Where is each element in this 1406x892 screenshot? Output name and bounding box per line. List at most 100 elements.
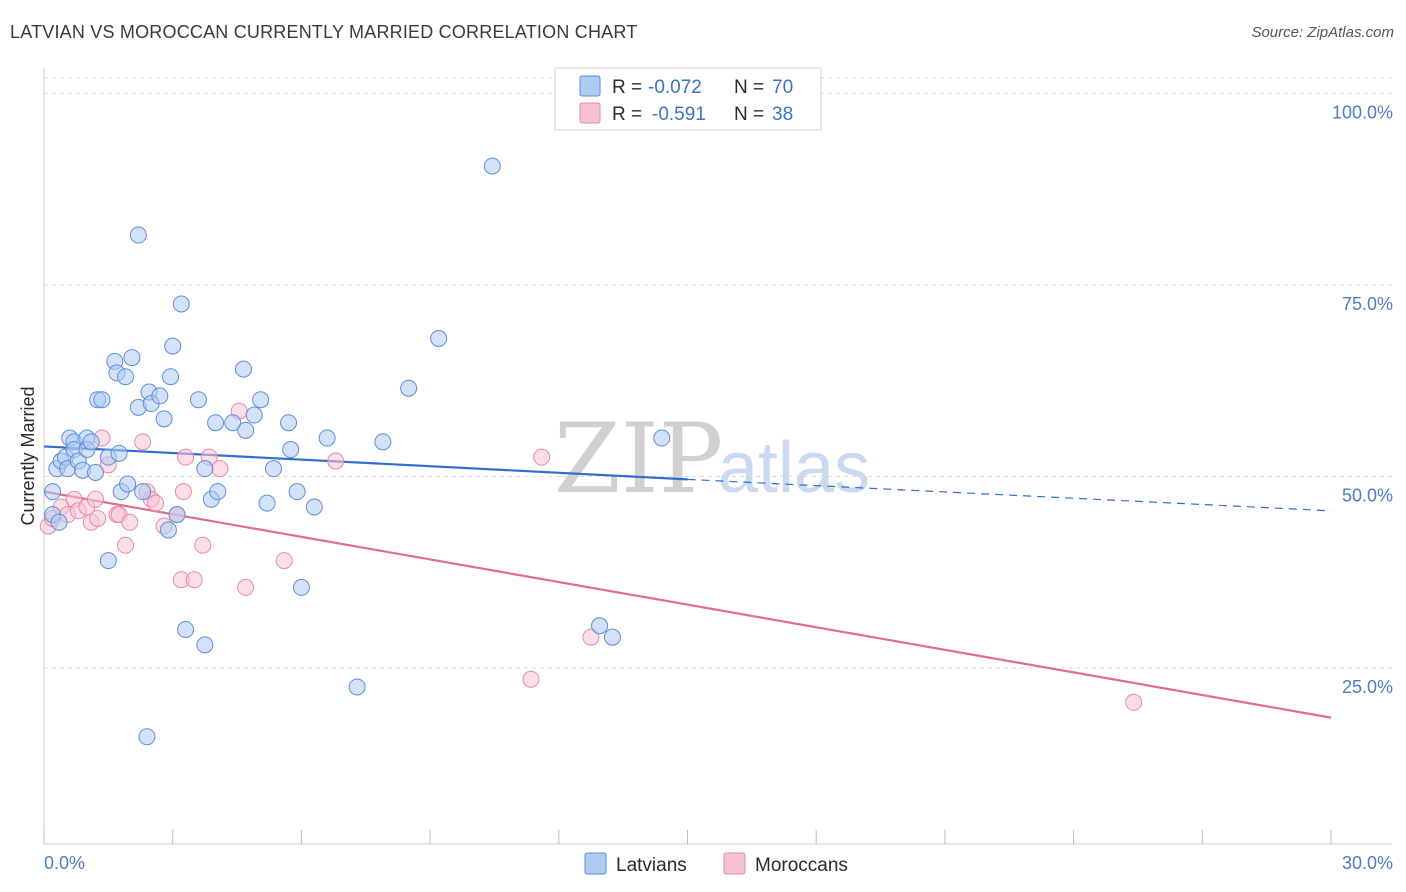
- chart-title: LATVIAN VS MOROCCAN CURRENTLY MARRIED CO…: [10, 22, 638, 42]
- latvian-point: [155, 410, 173, 428]
- moroccan-point: [522, 670, 540, 688]
- latvian-point: [252, 391, 270, 409]
- moroccan-point: [275, 552, 293, 570]
- y-tick-labels: 25.0% 50.0% 75.0% 100.0%: [1332, 102, 1393, 697]
- latvian-point: [224, 414, 242, 432]
- moroccan-point: [194, 536, 212, 554]
- watermark-zip: ZIP: [554, 403, 723, 515]
- latvian-point: [119, 475, 137, 493]
- latvian-point: [159, 521, 177, 539]
- legend-moroccans-swatch: [723, 852, 746, 875]
- latvian-point: [86, 463, 104, 481]
- moroccan-r-label: R =: [612, 104, 642, 125]
- latvian-point: [245, 406, 263, 424]
- moroccan-trend: [43, 490, 1332, 719]
- latvian-swatch: [579, 75, 601, 97]
- latvian-r-label: R =: [612, 77, 642, 98]
- latvian-point: [93, 391, 111, 409]
- latvian-point: [400, 379, 418, 397]
- chart-source: Source: ZipAtlas.com: [1251, 24, 1394, 41]
- legend-latvians-swatch: [584, 852, 607, 875]
- latvian-point: [207, 414, 225, 432]
- latvian-point: [280, 414, 298, 432]
- y-tick-label: 75.0%: [1342, 294, 1393, 314]
- latvian-point: [134, 483, 152, 501]
- x-tick-label-min: 0.0%: [44, 853, 85, 873]
- legend-latvians-label: Latvians: [616, 855, 687, 876]
- latvian-point: [591, 617, 609, 635]
- watermark-atlas: atlas: [718, 428, 870, 508]
- moroccan-point: [582, 628, 600, 646]
- axes: [43, 68, 1392, 845]
- latvian-point: [177, 621, 195, 639]
- latvian-point: [123, 349, 141, 367]
- moroccan-point: [89, 509, 107, 527]
- legend-moroccans-label: Moroccans: [755, 855, 848, 876]
- latvian-r-value: -0.072: [648, 77, 702, 98]
- x-tick-label-max: 30.0%: [1342, 853, 1393, 873]
- latvian-point: [265, 460, 283, 478]
- latvian-point: [292, 578, 310, 596]
- moroccan-n-value: 38: [772, 104, 793, 125]
- moroccan-point: [237, 578, 255, 596]
- latvian-point: [189, 391, 207, 409]
- series-moroccans: [39, 402, 1143, 711]
- latvian-point: [117, 368, 135, 386]
- latvian-point: [603, 628, 621, 646]
- latvian-point: [172, 295, 190, 313]
- moroccan-point: [185, 571, 203, 589]
- latvian-point: [282, 441, 300, 459]
- latvian-point: [288, 483, 306, 501]
- latvian-point: [151, 387, 169, 405]
- latvian-point: [138, 728, 156, 746]
- moroccan-point: [117, 536, 135, 554]
- moroccan-point: [147, 494, 165, 512]
- latvian-point: [196, 460, 214, 478]
- latvian-point: [653, 429, 671, 447]
- stats-legend: R = -0.072 N = 70 R = -0.591 N = 38: [554, 67, 822, 131]
- latvian-trend-dashed: [687, 478, 1332, 512]
- latvian-trend-solid: [43, 445, 688, 481]
- moroccan-swatch: [579, 102, 601, 124]
- y-tick-label: 50.0%: [1342, 485, 1393, 505]
- x-tick-labels: 0.0% 30.0%: [44, 853, 1393, 873]
- latvian-point: [168, 506, 186, 524]
- latvian-point: [483, 157, 501, 175]
- latvian-point: [209, 483, 227, 501]
- moroccan-point: [134, 433, 152, 451]
- series-legend: Latvians Moroccans: [584, 852, 848, 876]
- moroccan-point: [211, 460, 229, 478]
- moroccan-point: [174, 483, 192, 501]
- moroccan-point: [86, 490, 104, 508]
- latvian-point: [430, 329, 448, 347]
- y-axis-title: Currently Married: [18, 386, 38, 525]
- latvian-point: [305, 498, 323, 516]
- latvian-point: [50, 513, 68, 531]
- latvian-point: [374, 433, 392, 451]
- latvian-point: [318, 429, 336, 447]
- latvian-point: [162, 368, 180, 386]
- latvian-point: [348, 678, 366, 696]
- latvian-point: [44, 483, 62, 501]
- latvian-point: [129, 226, 147, 244]
- latvian-point: [82, 433, 100, 451]
- moroccan-point: [327, 452, 345, 470]
- latvian-point: [164, 337, 182, 355]
- moroccan-point: [177, 448, 195, 466]
- moroccan-point: [121, 513, 139, 531]
- moroccan-r-value: -0.591: [652, 104, 706, 125]
- moroccan-point: [1125, 693, 1143, 711]
- latvian-point: [237, 421, 255, 439]
- latvian-n-value: 70: [772, 77, 793, 98]
- series-latvians: [44, 157, 671, 746]
- latvian-point: [258, 494, 276, 512]
- y-tick-label: 25.0%: [1342, 677, 1393, 697]
- latvian-point: [110, 444, 128, 462]
- trend-lines: [43, 445, 1332, 719]
- latvian-point: [196, 636, 214, 654]
- latvian-n-label: N =: [734, 77, 764, 98]
- latvian-point: [99, 552, 117, 570]
- y-tick-label: 100.0%: [1332, 102, 1393, 122]
- moroccan-point: [533, 448, 551, 466]
